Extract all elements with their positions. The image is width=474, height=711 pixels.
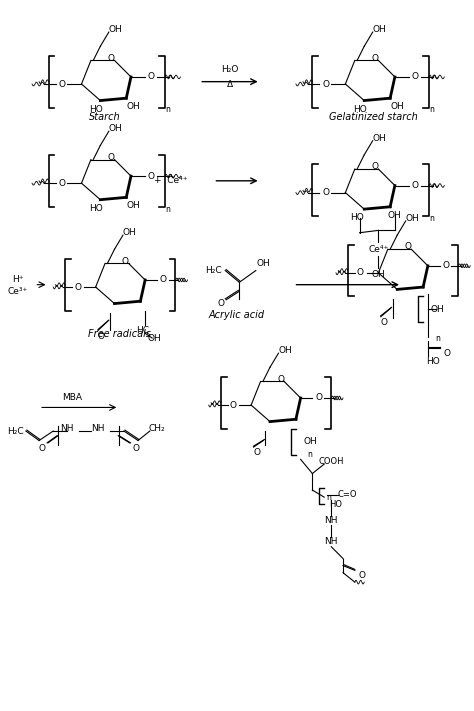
Text: O: O xyxy=(122,257,129,266)
Text: O: O xyxy=(253,448,260,456)
Text: H₂O: H₂O xyxy=(221,65,238,75)
Text: MBA: MBA xyxy=(62,393,82,402)
Text: OH: OH xyxy=(430,305,444,314)
Text: O: O xyxy=(358,570,365,579)
Text: n: n xyxy=(435,334,440,343)
Text: OH: OH xyxy=(303,437,317,446)
Text: O: O xyxy=(230,400,237,410)
Text: OH: OH xyxy=(278,346,292,356)
Text: Δ: Δ xyxy=(227,80,233,88)
Text: OH: OH xyxy=(373,25,386,34)
Text: Free radicals: Free radicals xyxy=(88,329,151,339)
Text: OH: OH xyxy=(405,214,419,223)
Text: O: O xyxy=(74,282,81,292)
Text: HO: HO xyxy=(89,105,102,114)
Text: O: O xyxy=(372,53,379,63)
Text: OH: OH xyxy=(373,134,386,143)
Text: HO: HO xyxy=(353,105,366,114)
Text: O: O xyxy=(372,162,379,171)
Text: OH: OH xyxy=(127,201,140,210)
Text: OH: OH xyxy=(148,334,162,343)
Text: O: O xyxy=(411,73,418,82)
Text: O: O xyxy=(39,444,46,454)
Text: HO: HO xyxy=(89,203,102,213)
Text: O: O xyxy=(381,318,388,327)
Text: HC: HC xyxy=(136,326,149,335)
Text: O: O xyxy=(160,275,166,284)
Text: O: O xyxy=(322,188,329,197)
Text: O: O xyxy=(404,242,411,252)
Text: OH: OH xyxy=(109,124,122,134)
Text: n: n xyxy=(429,105,434,114)
Text: OH: OH xyxy=(391,102,404,111)
Text: O: O xyxy=(217,299,224,308)
Text: O: O xyxy=(411,181,418,190)
Text: Ce³⁺: Ce³⁺ xyxy=(8,287,28,296)
Text: NH: NH xyxy=(91,424,105,433)
Text: CH₂: CH₂ xyxy=(148,424,165,433)
Text: H₂C: H₂C xyxy=(7,427,24,436)
Text: n: n xyxy=(165,205,170,213)
Text: HO: HO xyxy=(329,500,342,509)
Text: +  Ce⁴⁺: + Ce⁴⁺ xyxy=(154,176,188,186)
Text: Gelatinized starch: Gelatinized starch xyxy=(329,112,418,122)
Text: NH: NH xyxy=(61,424,74,433)
Text: O: O xyxy=(322,80,329,88)
Text: OH: OH xyxy=(256,259,270,268)
Text: HO: HO xyxy=(350,213,364,222)
Text: n: n xyxy=(429,214,434,223)
Text: OH: OH xyxy=(127,102,140,111)
Text: Acrylic acid: Acrylic acid xyxy=(209,311,265,321)
Text: n: n xyxy=(327,493,331,502)
Text: C=O: C=O xyxy=(338,491,357,499)
Text: n: n xyxy=(308,450,312,459)
Text: O: O xyxy=(147,73,154,82)
Text: H₂C: H₂C xyxy=(205,266,222,275)
Text: O: O xyxy=(442,261,449,270)
Text: H⁺: H⁺ xyxy=(12,275,24,284)
Text: O: O xyxy=(98,332,105,341)
Text: NH: NH xyxy=(325,516,338,525)
Text: O: O xyxy=(315,393,322,402)
Text: O: O xyxy=(132,444,139,454)
Text: O: O xyxy=(443,348,450,358)
Text: COOH: COOH xyxy=(319,457,344,466)
Text: HO: HO xyxy=(426,357,439,365)
Text: n: n xyxy=(165,105,170,114)
Text: OH: OH xyxy=(388,210,402,220)
Text: O: O xyxy=(357,268,364,277)
Text: O: O xyxy=(108,153,115,161)
Text: OH: OH xyxy=(372,269,385,279)
Text: NH: NH xyxy=(325,538,338,547)
Text: O: O xyxy=(147,171,154,181)
Text: O: O xyxy=(108,53,115,63)
Text: Ce⁴⁺: Ce⁴⁺ xyxy=(368,245,389,254)
Text: O: O xyxy=(58,80,65,88)
Text: OH: OH xyxy=(109,25,122,34)
Text: O: O xyxy=(58,178,65,188)
Text: O: O xyxy=(277,375,284,384)
Text: Starch: Starch xyxy=(89,112,121,122)
Text: OH: OH xyxy=(123,228,137,237)
